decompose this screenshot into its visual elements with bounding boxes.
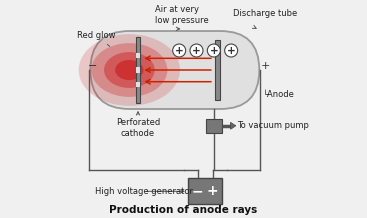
Text: +: + [210, 46, 218, 56]
Bar [137, 67, 139, 73]
Text: High voltage generator: High voltage generator [95, 187, 193, 196]
Polygon shape [230, 122, 236, 129]
Text: Production of anode rays: Production of anode rays [109, 205, 258, 215]
Text: −: − [88, 61, 98, 71]
Bar [137, 82, 139, 87]
Bar [136, 37, 140, 103]
Bar [206, 119, 222, 133]
Text: +: + [175, 46, 184, 56]
Bar [215, 40, 220, 100]
Text: +: + [207, 184, 219, 198]
Text: Red glow: Red glow [77, 31, 116, 46]
Text: └Anode: └Anode [262, 90, 294, 99]
Text: +: + [192, 46, 201, 56]
Bar [188, 178, 222, 204]
Circle shape [172, 44, 186, 57]
Bar [137, 53, 139, 58]
Text: Air at very
low pressure: Air at very low pressure [155, 5, 209, 25]
Text: To vacuum pump: To vacuum pump [237, 121, 309, 130]
FancyBboxPatch shape [90, 31, 259, 109]
Text: −: − [192, 184, 203, 198]
Ellipse shape [79, 34, 180, 106]
Text: Discharge tube: Discharge tube [233, 9, 298, 18]
Circle shape [225, 44, 238, 57]
Text: Perforated
cathode: Perforated cathode [116, 118, 160, 138]
Circle shape [190, 44, 203, 57]
Text: +: + [261, 61, 270, 71]
Ellipse shape [91, 43, 167, 97]
Ellipse shape [104, 52, 155, 88]
Circle shape [207, 44, 220, 57]
Text: +: + [227, 46, 236, 56]
Ellipse shape [115, 60, 143, 80]
